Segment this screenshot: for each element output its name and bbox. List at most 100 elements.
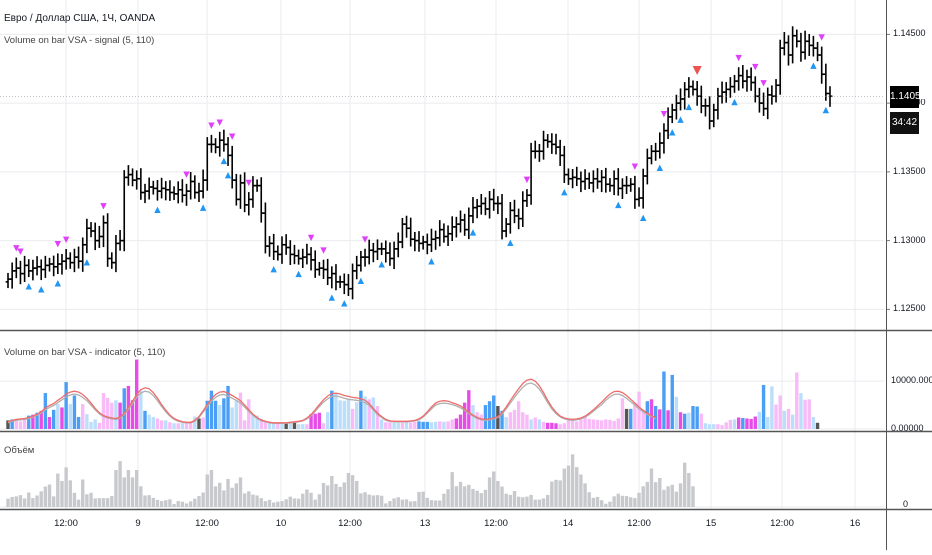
volume-bar [512,491,517,507]
volume-bar [226,478,230,507]
price-bar [408,217,414,247]
volume-bar [72,492,77,507]
volume-bar [64,467,68,507]
price-bar [51,255,57,277]
price-bar [217,131,223,157]
volume-bar [110,496,114,507]
price-bar [296,249,302,265]
indicator-bar [350,408,355,429]
indicator-bar [653,406,658,429]
price-bar [790,26,796,64]
indicator-bar [504,417,508,429]
indicator-bar [276,423,280,429]
volume-bar [429,500,434,507]
signal-label[interactable]: Volume on bar VSA - signal (5, 110) [4,35,155,46]
signal-up-marker [54,280,62,287]
indicator-bar [151,417,156,429]
price-bar [437,220,443,247]
indicator-bar [396,422,400,429]
signal-up-marker [328,294,336,301]
volume-bar [301,493,305,507]
volume-bar [666,486,670,507]
price-bar [503,217,509,238]
price-bar [727,77,733,98]
indicator-bar [10,419,14,429]
volume-bar [164,500,168,507]
indicator-bar [209,390,214,429]
price-bar [561,145,567,184]
signal-up-marker [341,300,348,307]
volume-bar [284,499,288,507]
signal-up-marker [677,116,684,123]
volume-bar [533,499,537,507]
indicator-bar [238,392,243,429]
price-bar [595,168,600,189]
signal-up-marker [220,157,228,165]
volume-bar [645,481,650,507]
volume-bar [516,496,521,507]
price-bar [225,137,231,166]
volume-bar [139,486,143,507]
price-tick-label: 1.13500 [893,165,926,176]
volume-bar [500,486,504,507]
price-bar [163,181,169,201]
indicator-bar [749,418,753,429]
price-bar [815,41,820,62]
price-bar [146,177,152,200]
volume-label[interactable]: Объём [4,445,35,456]
price-bar [246,192,252,216]
indicator-bar [47,417,52,429]
indicator-bar [446,421,450,429]
price-bar [238,174,243,209]
indicator-bar [234,400,239,429]
time-tick-label: 13 [419,518,431,529]
volume-bar [363,492,367,507]
price-bar [67,252,73,269]
volume-bar [247,491,251,507]
volume-bar [359,493,363,507]
indicator-bar [31,414,35,429]
indicator-bar [732,419,737,429]
indicator-bar [678,412,683,429]
price-panel[interactable] [0,26,884,300]
indicator-bar [670,374,674,429]
indicator-bar [168,422,172,429]
indicator-label[interactable]: Volume on bar VSA - indicator (5, 110) [4,347,166,358]
indicator-bar [359,390,363,429]
indicator-bar [301,424,305,429]
indicator-bar [612,420,616,429]
price-bar [678,88,683,111]
indicator-bar [815,422,820,429]
signal-up-marker [507,239,514,247]
indicator-bar [400,422,405,429]
volume-bar [471,488,475,507]
signal-down-marker [523,176,531,184]
price-bar [142,183,148,204]
signal-down-marker [818,34,825,41]
indicator-bar [27,415,31,429]
indicator-panel[interactable] [6,359,820,429]
price-bar [711,103,717,128]
volume-panel[interactable] [6,454,695,507]
price-bar [171,186,177,201]
indicator-bar [703,423,708,429]
price-bar [13,257,19,279]
volume-bar [504,493,508,507]
indicator-bar [811,417,816,429]
indicator-bar [736,417,741,429]
price-bar [541,130,546,160]
price-bar [644,148,650,185]
signal-down-marker [13,245,20,252]
symbol-title[interactable]: Евро / Доллар США, 1Ч, OANDA [4,13,156,24]
price-bar [233,173,239,206]
indicator-bar [110,402,114,429]
price-bar [325,258,331,286]
indicator-bar [330,390,334,429]
price-bar [819,46,825,84]
time-tick-label: 9 [135,518,141,529]
indicator-bar [541,421,546,429]
price-bar [22,255,28,283]
time-tick-label: 12:00 [338,518,362,529]
